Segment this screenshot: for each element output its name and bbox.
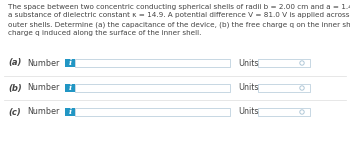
- Text: (c): (c): [8, 107, 21, 116]
- Text: charge q induced along the surface of the inner shell.: charge q induced along the surface of th…: [8, 29, 201, 36]
- Text: outer shells. Determine (a) the capacitance of the device, (b) the free charge q: outer shells. Determine (a) the capacita…: [8, 21, 350, 27]
- Text: i: i: [69, 84, 71, 92]
- FancyBboxPatch shape: [75, 59, 230, 67]
- Text: i: i: [69, 108, 71, 116]
- FancyBboxPatch shape: [75, 84, 230, 92]
- FancyBboxPatch shape: [258, 84, 310, 92]
- Text: (b): (b): [8, 83, 22, 92]
- Text: Number: Number: [27, 59, 60, 68]
- Text: i: i: [69, 59, 71, 67]
- Text: The space between two concentric conducting spherical shells of radii b = 2.00 c: The space between two concentric conduct…: [8, 4, 350, 10]
- Text: a substance of dielectric constant κ = 14.9. A potential difference V = 81.0 V i: a substance of dielectric constant κ = 1…: [8, 13, 350, 18]
- Text: Units: Units: [238, 83, 259, 92]
- Text: Units: Units: [238, 59, 259, 68]
- Text: Units: Units: [238, 107, 259, 116]
- Text: Number: Number: [27, 83, 60, 92]
- FancyBboxPatch shape: [258, 108, 310, 116]
- FancyBboxPatch shape: [258, 59, 310, 67]
- FancyBboxPatch shape: [65, 108, 75, 116]
- Text: (a): (a): [8, 59, 21, 68]
- FancyBboxPatch shape: [65, 84, 75, 92]
- Text: Number: Number: [27, 107, 60, 116]
- FancyBboxPatch shape: [65, 59, 75, 67]
- FancyBboxPatch shape: [75, 108, 230, 116]
